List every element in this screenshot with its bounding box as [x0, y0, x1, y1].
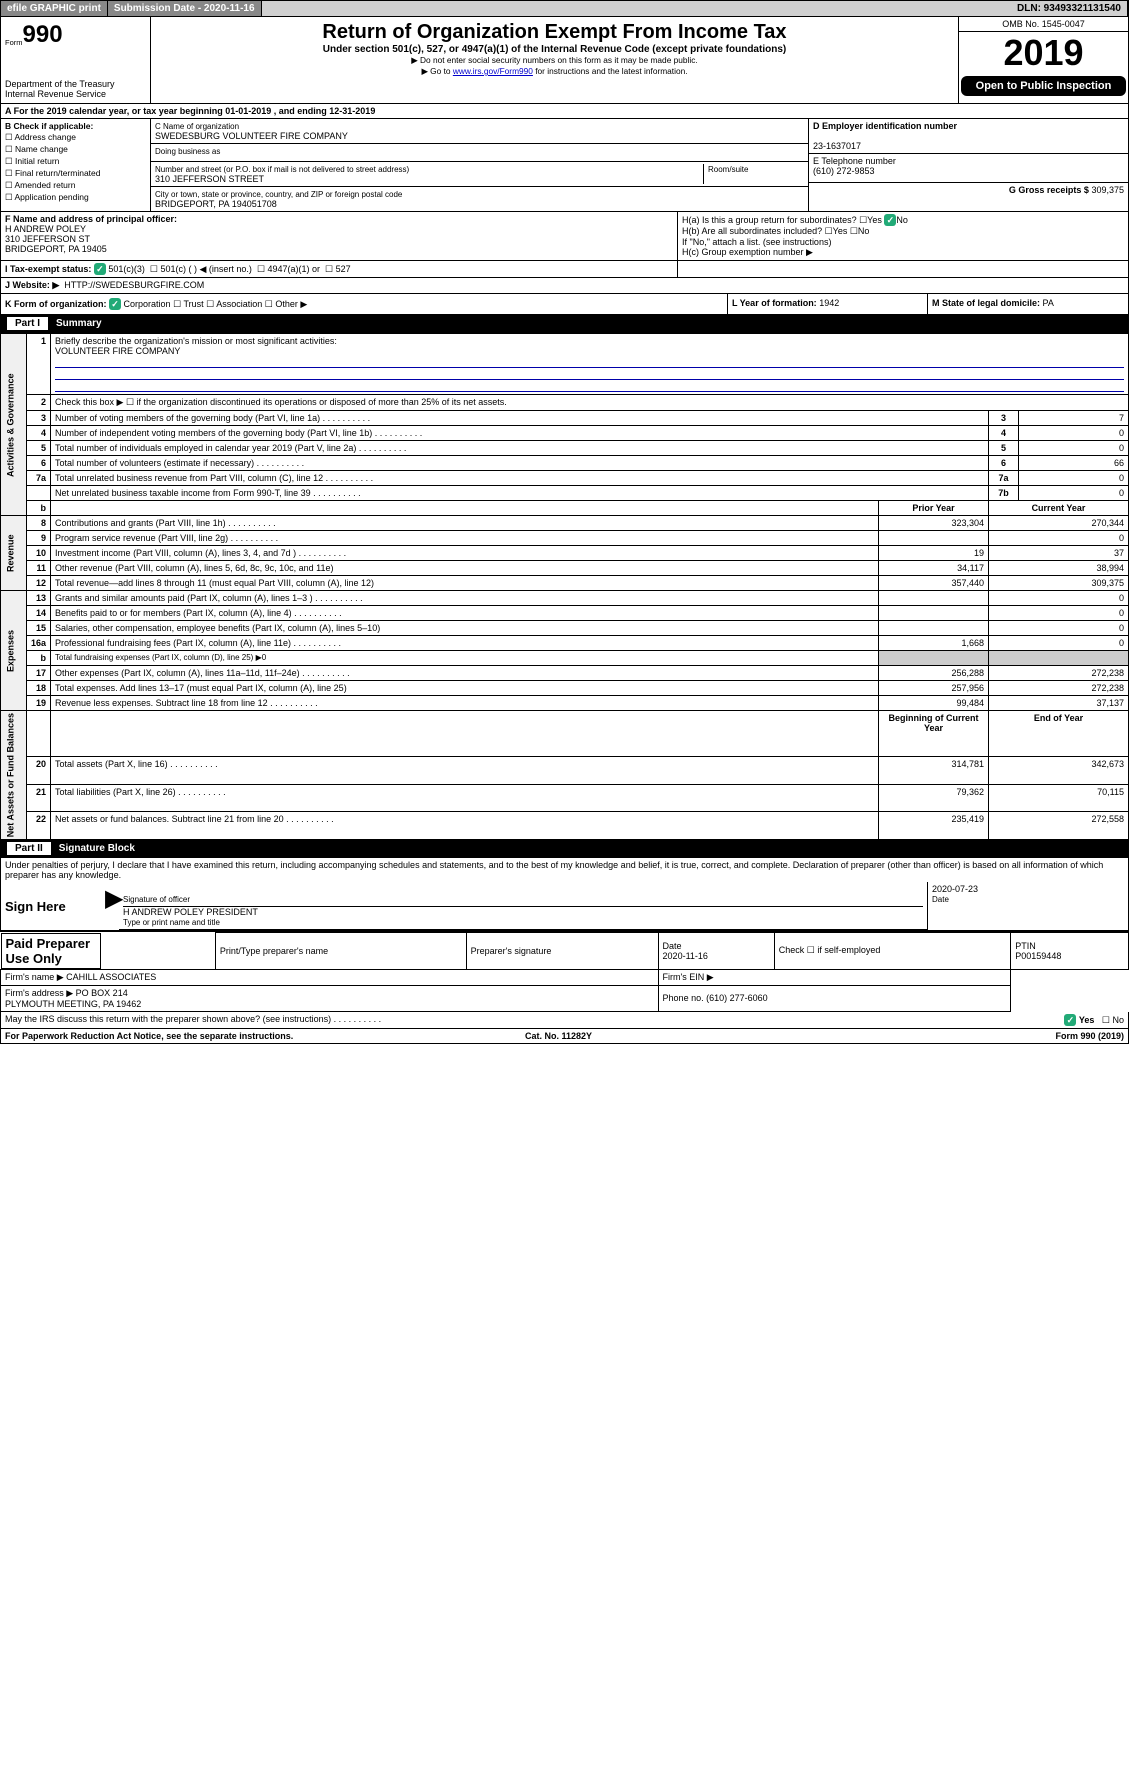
efile-button[interactable]: efile GRAPHIC print — [1, 1, 108, 16]
ha-label: H(a) Is this a group return for subordin… — [682, 215, 857, 225]
top-bar: efile GRAPHIC print Submission Date - 20… — [0, 0, 1129, 17]
year-formation: 1942 — [819, 298, 839, 308]
org-name-label: C Name of organization — [155, 122, 239, 131]
officer-printed: H ANDREW POLEY PRESIDENT — [123, 907, 258, 917]
ein-label: D Employer identification number — [813, 121, 957, 131]
cb-amended[interactable]: ☐ Amended return — [5, 180, 146, 191]
sig-date: 2020-07-23 — [932, 884, 978, 894]
form-id: Form 990 (2019) — [1055, 1031, 1124, 1041]
city-label: City or town, state or province, country… — [155, 190, 402, 199]
form-header: Form990 Department of the Treasury Inter… — [0, 17, 1129, 104]
hc-label: H(c) Group exemption number ▶ — [682, 247, 813, 257]
org-name: SWEDESBURG VOLUNTEER FIRE COMPANY — [155, 131, 348, 141]
col-begin: Beginning of Current Year — [879, 711, 989, 757]
officer-addr2: BRIDGEPORT, PA 19405 — [5, 244, 107, 254]
form-prefix: Form — [5, 38, 23, 47]
website-label: J Website: ▶ — [5, 280, 59, 290]
year-formation-label: L Year of formation: — [732, 298, 817, 308]
col-prior: Prior Year — [879, 501, 989, 516]
gross-value: 309,375 — [1091, 185, 1124, 195]
form-number: 990 — [23, 21, 63, 48]
discuss-text: May the IRS discuss this return with the… — [5, 1014, 381, 1026]
dln: DLN: 93493321131540 — [1011, 1, 1128, 16]
website-value[interactable]: HTTP://SWEDESBURGFIRE.COM — [64, 280, 204, 290]
q1-answer: VOLUNTEER FIRE COMPANY — [55, 346, 180, 356]
hb-note: If "No," attach a list. (see instruction… — [682, 237, 831, 247]
vlabel-netassets: Net Assets or Fund Balances — [1, 711, 27, 840]
ein-value: 23-1637017 — [813, 141, 861, 151]
submission-date: Submission Date - 2020-11-16 — [108, 1, 262, 16]
instructions-link[interactable]: www.irs.gov/Form990 — [453, 66, 533, 76]
state-value: PA — [1043, 298, 1054, 308]
vlabel-expenses: Expenses — [1, 591, 27, 711]
officer-addr1: 310 JEFFERSON ST — [5, 234, 90, 244]
part1-header: Part ISummary — [0, 315, 1129, 333]
line3-val: 7 — [1019, 411, 1129, 426]
open-to-public: Open to Public Inspection — [961, 76, 1126, 96]
gross-label: G Gross receipts $ — [1009, 185, 1089, 195]
addr-label: Number and street (or P.O. box if mail i… — [155, 165, 409, 174]
dba-label: Doing business as — [155, 147, 220, 156]
footer: For Paperwork Reduction Act Notice, see … — [0, 1029, 1129, 1044]
summary-table: Activities & Governance 1 Briefly descri… — [0, 333, 1129, 840]
part2-header: Part IISignature Block — [0, 840, 1129, 858]
check-icon: ✓ — [109, 298, 121, 310]
org-city: BRIDGEPORT, PA 194051708 — [155, 199, 277, 209]
phone-label: E Telephone number — [813, 156, 896, 166]
sign-here-label: Sign Here — [1, 882, 101, 930]
q2-text: Check this box ▶ ☐ if the organization d… — [51, 395, 1129, 411]
firm-name: CAHILL ASSOCIATES — [66, 972, 156, 982]
officer-name: H ANDREW POLEY — [5, 224, 86, 234]
box-b-checkboxes: B Check if applicable: ☐ Address change … — [1, 119, 151, 211]
pra-notice: For Paperwork Reduction Act Notice, see … — [5, 1031, 293, 1041]
firm-ein-label: Firm's EIN ▶ — [658, 969, 1011, 985]
paid-preparer-table: Paid Preparer Use Only Print/Type prepar… — [0, 932, 1129, 1012]
cb-app-pending[interactable]: ☐ Application pending — [5, 192, 146, 203]
dept-treasury: Department of the Treasury Internal Reve… — [5, 79, 146, 99]
tax-status-label: I Tax-exempt status: — [5, 264, 91, 274]
omb-number: OMB No. 1545-0047 — [959, 17, 1128, 32]
phone-value: (610) 272-9853 — [813, 166, 875, 176]
block-bcdefgh: B Check if applicable: ☐ Address change … — [0, 119, 1129, 212]
q1-text: Briefly describe the organization's miss… — [55, 336, 337, 346]
preparer-date: 2020-11-16 — [663, 951, 708, 961]
vlabel-revenue: Revenue — [1, 516, 27, 591]
officer-label: F Name and address of principal officer: — [5, 214, 177, 224]
form-subtitle: Under section 501(c), 527, or 4947(a)(1)… — [155, 44, 954, 55]
col-current: Current Year — [989, 501, 1129, 516]
hb-label: H(b) Are all subordinates included? — [682, 226, 822, 236]
declaration: Under penalties of perjury, I declare th… — [0, 858, 1129, 882]
sig-officer-label: Signature of officer — [123, 895, 190, 904]
self-employed-check[interactable]: Check ☐ if self-employed — [774, 933, 1010, 970]
col-end: End of Year — [989, 711, 1129, 757]
check-icon: ✓ — [884, 214, 896, 226]
cb-final-return[interactable]: ☐ Final return/terminated — [5, 168, 146, 179]
org-address: 310 JEFFERSON STREET — [155, 174, 264, 184]
discuss-row: May the IRS discuss this return with the… — [0, 1012, 1129, 1029]
check-icon: ✓ — [94, 263, 106, 275]
cat-no: Cat. No. 11282Y — [525, 1031, 592, 1041]
check-icon: ✓ — [1064, 1014, 1076, 1026]
cb-address-change[interactable]: ☐ Address change — [5, 132, 146, 143]
cb-name-change[interactable]: ☐ Name change — [5, 144, 146, 155]
vlabel-governance: Activities & Governance — [1, 334, 27, 516]
room-label: Room/suite — [708, 165, 748, 174]
form-org-label: K Form of organization: — [5, 299, 107, 309]
ptin-value: P00159448 — [1015, 951, 1061, 961]
state-label: M State of legal domicile: — [932, 298, 1040, 308]
paid-preparer-label: Paid Preparer Use Only — [1, 933, 101, 969]
section-a: A For the 2019 calendar year, or tax yea… — [0, 104, 1129, 119]
tax-year: 2019 — [959, 32, 1128, 74]
form-title: Return of Organization Exempt From Incom… — [155, 21, 954, 44]
signature-block: Sign Here ▶ Signature of officer H ANDRE… — [0, 882, 1129, 932]
line3-text: Number of voting members of the governin… — [55, 413, 320, 423]
firm-phone: (610) 277-6060 — [706, 993, 768, 1003]
form-note1: ▶ Do not enter social security numbers o… — [411, 55, 697, 65]
cb-initial-return[interactable]: ☐ Initial return — [5, 156, 146, 167]
